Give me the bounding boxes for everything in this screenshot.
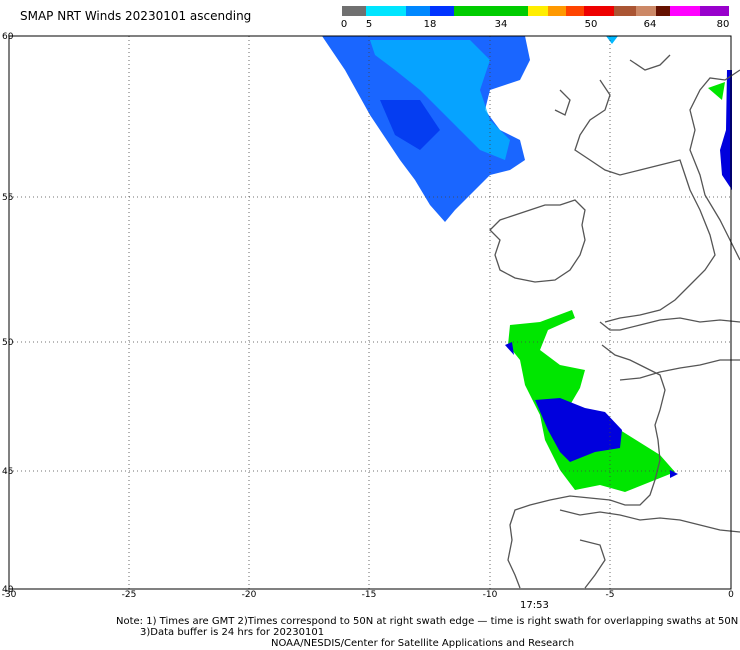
longitude-ticks: -30 -25 -20 -15 -10 -5 0 [2, 590, 734, 600]
coastline-iberia-east [579, 539, 606, 589]
lat-tick: 45 [2, 467, 13, 477]
colorbar-label: 18 [423, 19, 437, 30]
swath-north-lightblue [370, 40, 510, 160]
lon-tick: -30 [2, 590, 17, 600]
colorbar-segment [566, 6, 584, 16]
note-line-2: 3)Data buffer is 24 hrs for 20230101 [140, 627, 325, 638]
colorbar-label: 5 [365, 19, 373, 30]
lon-tick: -20 [242, 590, 257, 600]
lon-tick: -5 [606, 590, 615, 600]
map-title: SMAP NRT Winds 20230101 ascending [20, 9, 252, 23]
colorbar-label: 0 [340, 19, 348, 30]
colorbar-labels: 0 5 18 34 50 64 80 [340, 19, 732, 33]
coastline-biscay-south [559, 509, 740, 533]
note-line-1: Note: 1) Times are GMT 2)Times correspon… [116, 616, 739, 627]
colorbar-label: 80 [716, 19, 730, 30]
colorbar-segment [406, 6, 430, 16]
coastline-norway [689, 69, 740, 261]
coastline-france-iberia [507, 344, 666, 589]
colorbar-segment [342, 6, 366, 16]
colorbar-segment [636, 6, 656, 16]
swath-south-blue-edge [505, 342, 514, 355]
lat-tick: 40 [2, 585, 14, 595]
map-frame [8, 35, 732, 590]
swath-east-green [708, 82, 725, 100]
swath-south-blue [535, 398, 622, 462]
colorbar-segment [366, 6, 406, 16]
lat-tick: 50 [2, 338, 14, 348]
swath-south-green [508, 310, 675, 492]
latitude-ticks: 60 55 50 45 40 [2, 32, 14, 595]
lon-tick: -15 [362, 590, 377, 600]
colorbar-segment [584, 6, 614, 16]
colorbar-label: 34 [494, 19, 508, 30]
coastline-brittany [619, 359, 740, 381]
swath-south-blue-tip [670, 470, 678, 478]
colorbar-label: 50 [584, 19, 598, 30]
lat-tick: 55 [2, 193, 13, 203]
colorbar-label: 64 [643, 19, 657, 30]
wind-swaths [322, 36, 732, 492]
colorbar-segment [700, 6, 729, 16]
coastline-ireland [489, 199, 586, 283]
lat-tick: 60 [2, 32, 14, 42]
colorbar-segment [454, 6, 528, 16]
credit-line: NOAA/NESDIS/Center for Satellite Applica… [271, 638, 575, 649]
coastline-island [554, 89, 571, 116]
colorbar-segment [548, 6, 566, 16]
colorbar-segment [614, 6, 636, 16]
lon-tick: -25 [122, 590, 137, 600]
colorbar-segment [430, 6, 454, 16]
colorbar-segment [670, 6, 700, 16]
swath-north-darkblue [380, 100, 440, 150]
wind-speed-colorbar [342, 6, 729, 16]
lon-tick: 0 [728, 590, 734, 600]
swath-east-edge [720, 70, 732, 190]
graticule [9, 36, 731, 589]
colorbar-segment [656, 6, 670, 16]
coastline-island-north [629, 54, 671, 71]
coastline-channel [599, 317, 740, 331]
coastline-great-britain [574, 79, 716, 323]
lon-tick: -10 [483, 590, 498, 600]
swath-sliver [606, 36, 618, 44]
coastlines [489, 54, 740, 589]
swath-time-label: 17:53 [520, 600, 549, 611]
colorbar-segment [528, 6, 548, 16]
